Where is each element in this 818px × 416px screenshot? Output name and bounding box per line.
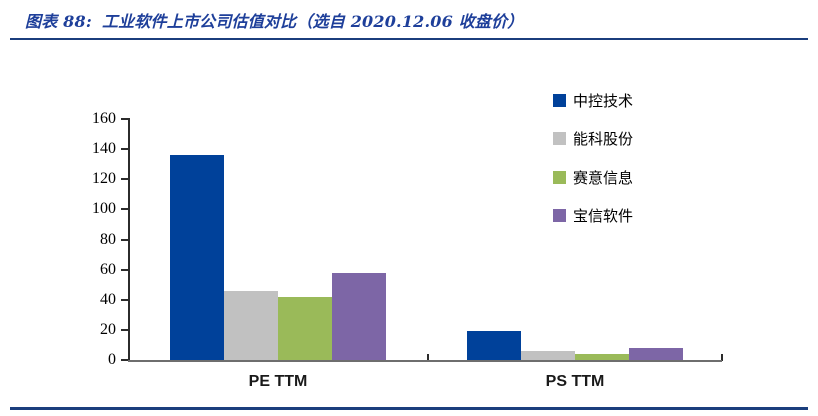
y-axis-line (128, 118, 130, 362)
y-axis-tick-label: 40 (100, 290, 116, 308)
y-axis-tick (121, 118, 128, 120)
legend-item: 中控技术 (553, 90, 633, 110)
category-label: PE TTM (248, 373, 308, 390)
figure-number-label: 图表 88: (25, 12, 92, 31)
y-axis-tick-label: 20 (100, 320, 116, 338)
y-axis-tick (121, 298, 128, 301)
bar (332, 272, 386, 360)
x-axis-line (128, 360, 722, 362)
y-axis-tick (121, 268, 128, 271)
y-axis-tick-label: 140 (92, 140, 116, 158)
legend-swatch (553, 209, 566, 222)
legend-swatch (553, 93, 566, 107)
y-axis-tick (121, 238, 128, 241)
y-axis-tick (121, 178, 128, 181)
y-axis-tick-label: 0 (108, 351, 116, 368)
bar (467, 331, 521, 360)
bar (629, 347, 683, 360)
bottom-divider-line (10, 407, 808, 410)
legend-label: 能科股份 (573, 130, 634, 148)
y-axis-tick (121, 328, 128, 331)
legend-label: 赛意信息 (573, 168, 634, 187)
x-axis-tick (427, 354, 429, 361)
y-axis-tick-label: 100 (92, 200, 116, 218)
legend-item: 赛意信息 (553, 167, 633, 187)
legend-label: 中控技术 (573, 91, 634, 110)
bar (170, 155, 224, 360)
bar (521, 350, 575, 360)
bar (224, 290, 278, 360)
legend-swatch (553, 170, 566, 184)
figure-title: 图表 88: 工业软件上市公司估值对比（选自 2020.12.06 收盘价） (25, 8, 524, 32)
legend-item: 宝信软件 (553, 206, 633, 226)
legend-item: 能科股份 (553, 129, 633, 149)
y-axis-tick (121, 359, 128, 361)
y-axis-tick (121, 208, 128, 211)
y-axis-tick (121, 148, 128, 151)
legend-label: 宝信软件 (573, 207, 634, 225)
bar (278, 296, 332, 360)
bar (575, 353, 629, 360)
y-axis-tick-label: 60 (100, 260, 116, 278)
y-axis-tick-label: 120 (92, 170, 116, 188)
legend-swatch (553, 132, 566, 145)
x-axis-tick (721, 354, 723, 361)
figure-title-text: 工业软件上市公司估值对比（选自 2020.12.06 收盘价） (101, 12, 524, 31)
category-label: PS TTM (545, 373, 605, 390)
y-axis-tick-label: 80 (100, 230, 116, 248)
title-divider-line (10, 38, 808, 40)
y-axis-tick-label: 160 (92, 110, 116, 127)
